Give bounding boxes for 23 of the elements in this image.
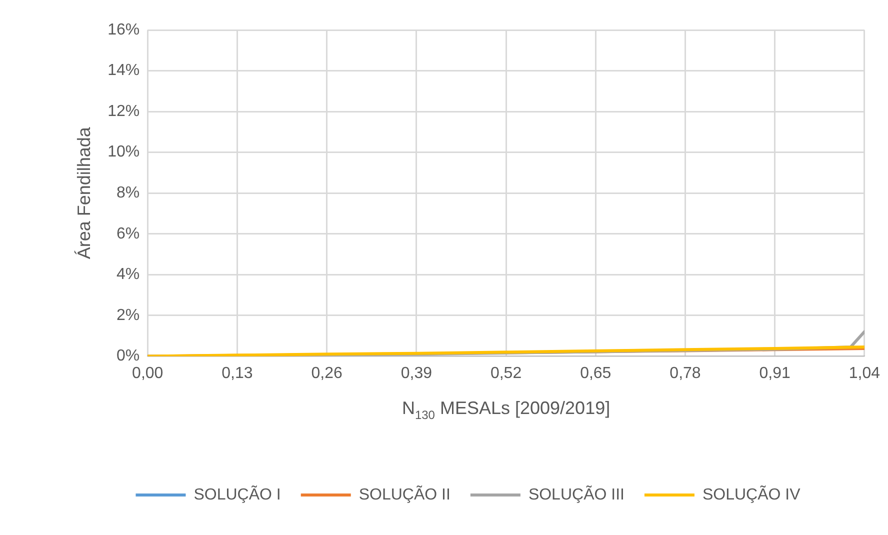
y-tick-label: 12% bbox=[108, 102, 140, 120]
y-tick-label: 6% bbox=[116, 225, 140, 242]
y-tick-label: 16% bbox=[108, 21, 140, 38]
x-tick-label: 0,39 bbox=[400, 365, 432, 382]
x-tick-label: 0,00 bbox=[132, 365, 164, 382]
y-tick-label: 14% bbox=[108, 62, 140, 80]
y-tick-label: 0% bbox=[116, 348, 140, 365]
x-tick-label: 0,91 bbox=[759, 365, 790, 382]
legend-label: SOLUÇÃO II bbox=[358, 484, 450, 504]
legend-label: SOLUÇÃO IV bbox=[702, 484, 801, 504]
x-tick-label: 0,26 bbox=[311, 365, 342, 382]
x-tick-label: 0,78 bbox=[670, 365, 701, 382]
legend-label: SOLUÇÃO III bbox=[528, 484, 624, 504]
x-tick-label: 0,65 bbox=[580, 365, 612, 382]
y-tick-label: 2% bbox=[116, 306, 140, 324]
legend-label: SOLUÇÃO I bbox=[194, 484, 281, 504]
x-tick-label: 0,13 bbox=[222, 365, 253, 382]
x-tick-label: 0,52 bbox=[490, 365, 522, 382]
y-axis-title: Área Fendilhada bbox=[74, 126, 94, 260]
x-tick-label: 1,04 bbox=[848, 365, 880, 382]
y-tick-label: 10% bbox=[108, 144, 140, 161]
y-tick-label: 4% bbox=[116, 266, 140, 284]
y-tick-label: 8% bbox=[116, 184, 140, 202]
